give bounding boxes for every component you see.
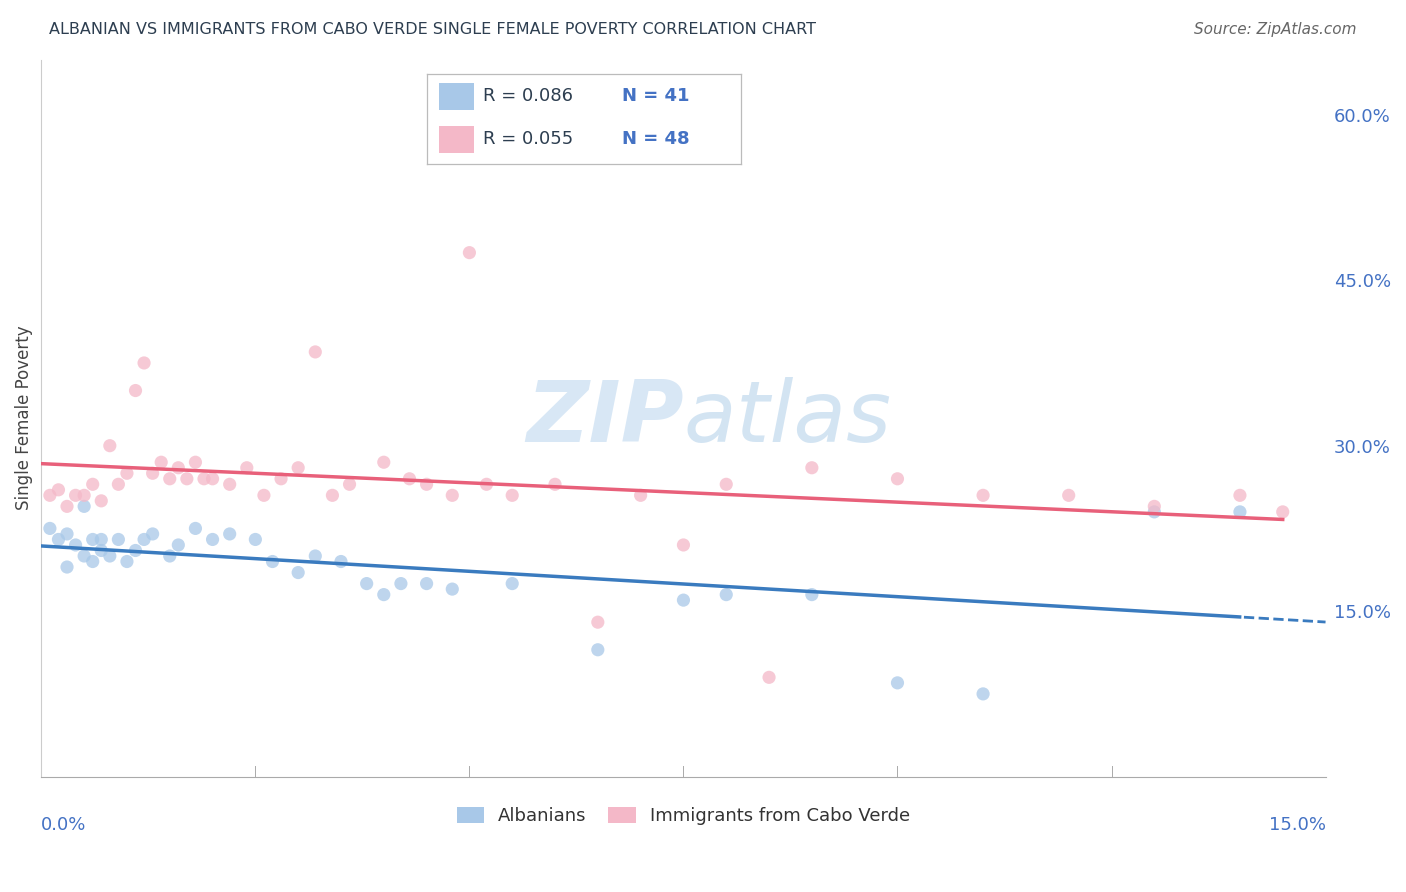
Text: ZIP: ZIP xyxy=(526,376,683,459)
Point xyxy=(167,460,190,475)
Point xyxy=(270,472,292,486)
Point xyxy=(373,455,395,469)
Point xyxy=(107,477,129,491)
Point xyxy=(98,439,121,453)
Point xyxy=(90,493,112,508)
Point xyxy=(236,460,259,475)
Point xyxy=(150,455,173,469)
Point xyxy=(56,527,79,541)
Point xyxy=(1271,505,1294,519)
Point xyxy=(800,588,823,602)
Point xyxy=(586,642,609,657)
Text: ALBANIAN VS IMMIGRANTS FROM CABO VERDE SINGLE FEMALE POVERTY CORRELATION CHART: ALBANIAN VS IMMIGRANTS FROM CABO VERDE S… xyxy=(49,22,817,37)
Point xyxy=(415,576,437,591)
Point xyxy=(201,533,224,547)
Point xyxy=(38,488,60,502)
Point xyxy=(142,527,165,541)
Point xyxy=(218,477,240,491)
Point xyxy=(501,576,523,591)
Point xyxy=(972,488,994,502)
Point xyxy=(65,538,87,552)
Point xyxy=(1229,488,1251,502)
Point xyxy=(287,460,309,475)
Point xyxy=(475,477,498,491)
Point xyxy=(972,687,994,701)
Point xyxy=(1229,505,1251,519)
Y-axis label: Single Female Poverty: Single Female Poverty xyxy=(15,326,32,510)
Point xyxy=(800,460,823,475)
Point xyxy=(132,533,155,547)
Point xyxy=(330,555,353,569)
Point xyxy=(82,533,104,547)
Point xyxy=(115,467,138,481)
Point xyxy=(672,593,695,607)
Point xyxy=(73,549,96,563)
Point xyxy=(73,500,96,514)
Point xyxy=(1143,505,1166,519)
Point xyxy=(586,615,609,630)
Legend: Albanians, Immigrants from Cabo Verde: Albanians, Immigrants from Cabo Verde xyxy=(450,799,917,832)
Point xyxy=(82,555,104,569)
Text: 15.0%: 15.0% xyxy=(1268,816,1326,834)
Point xyxy=(1143,500,1166,514)
Point xyxy=(176,472,198,486)
Point xyxy=(672,538,695,552)
Point xyxy=(201,472,224,486)
Point xyxy=(262,555,284,569)
Point xyxy=(73,488,96,502)
Point xyxy=(1057,488,1080,502)
Point xyxy=(124,543,146,558)
Point xyxy=(389,576,412,591)
Point xyxy=(65,488,87,502)
Point xyxy=(184,455,207,469)
Point xyxy=(184,521,207,535)
Point xyxy=(124,384,146,398)
Point xyxy=(886,472,908,486)
Point xyxy=(115,555,138,569)
Point xyxy=(48,483,70,497)
Point xyxy=(48,533,70,547)
Point xyxy=(716,588,738,602)
Point xyxy=(107,533,129,547)
Point xyxy=(630,488,652,502)
Point xyxy=(90,543,112,558)
Point xyxy=(415,477,437,491)
Point xyxy=(287,566,309,580)
Point xyxy=(716,477,738,491)
Point xyxy=(398,472,420,486)
Text: 0.0%: 0.0% xyxy=(41,816,87,834)
Point xyxy=(356,576,378,591)
Point xyxy=(758,670,780,684)
Point xyxy=(245,533,267,547)
Point xyxy=(544,477,567,491)
Point xyxy=(56,560,79,574)
Point xyxy=(441,488,464,502)
Point xyxy=(339,477,361,491)
Point xyxy=(304,345,326,359)
Point xyxy=(90,533,112,547)
Point xyxy=(373,588,395,602)
Point xyxy=(159,472,181,486)
Point xyxy=(82,477,104,491)
Point xyxy=(441,582,464,596)
Point xyxy=(38,521,60,535)
Point xyxy=(253,488,276,502)
Point xyxy=(56,500,79,514)
Point xyxy=(132,356,155,370)
Text: atlas: atlas xyxy=(683,376,891,459)
Point xyxy=(304,549,326,563)
Point xyxy=(98,549,121,563)
Point xyxy=(501,488,523,502)
Point xyxy=(167,538,190,552)
Point xyxy=(321,488,343,502)
Point xyxy=(142,467,165,481)
Point xyxy=(886,676,908,690)
Point xyxy=(159,549,181,563)
Point xyxy=(218,527,240,541)
Text: Source: ZipAtlas.com: Source: ZipAtlas.com xyxy=(1194,22,1357,37)
Point xyxy=(193,472,215,486)
Point xyxy=(458,245,481,260)
